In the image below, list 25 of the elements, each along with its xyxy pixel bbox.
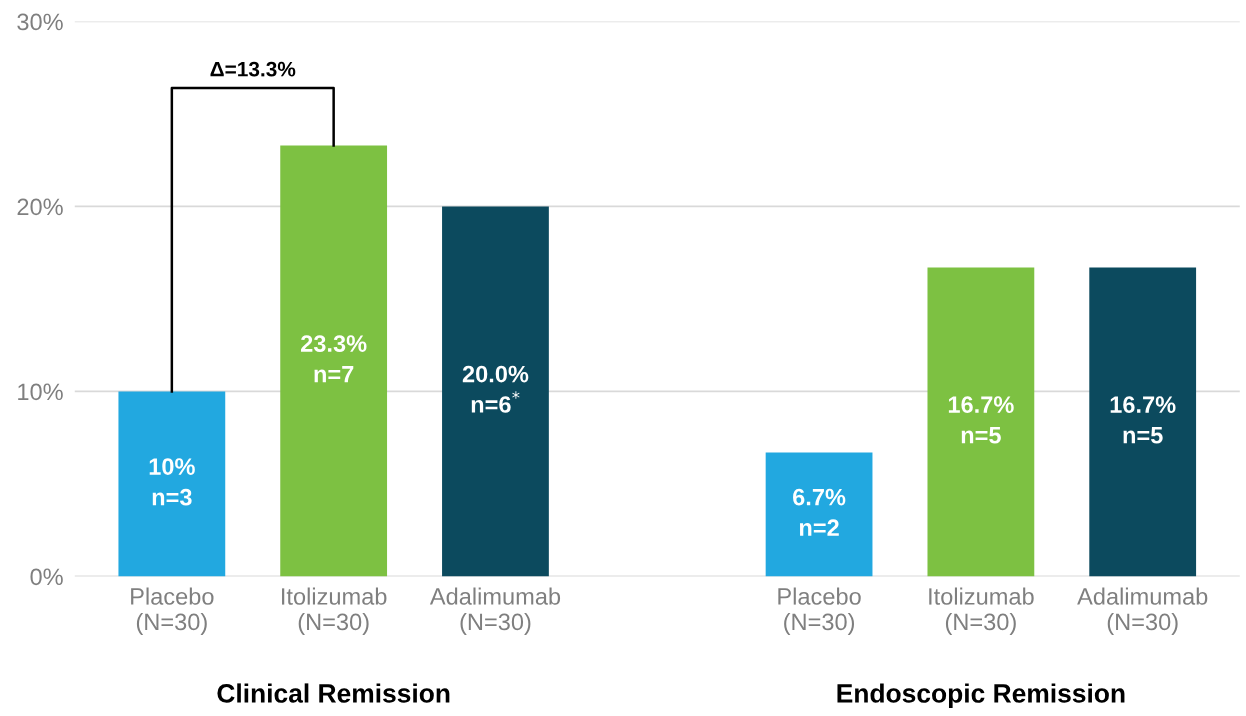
data-label: 16.7% n=5 xyxy=(948,396,1014,444)
bar xyxy=(927,267,1035,577)
x-tick-label: Adalimumab (N=30) xyxy=(429,587,561,635)
data-label: 10% n=3 xyxy=(149,458,195,506)
x-tick-label: Placebo (N=30) xyxy=(778,587,861,635)
data-label: 6.7% n=2 xyxy=(793,488,846,536)
text: Endoscopic Remission xyxy=(837,683,1125,708)
y-tick-label: 30% xyxy=(17,13,63,31)
y-tick-label: 20% xyxy=(17,198,63,216)
x-tick-label: Itolizumab (N=30) xyxy=(929,587,1034,635)
y-tick-label: 0% xyxy=(30,568,63,586)
annotation: Δ=13.3% xyxy=(210,61,296,77)
y-tick-label: 10% xyxy=(18,383,63,401)
bar xyxy=(118,391,226,577)
x-tick-label: Placebo (N=30) xyxy=(131,587,214,635)
bar xyxy=(280,145,388,577)
data-label: 20.0% n=6$^{*}$ xyxy=(462,365,529,413)
x-tick-label: Itolizumab (N=30) xyxy=(282,587,387,635)
bar xyxy=(765,452,873,577)
data-label: 23.3% n=7 xyxy=(301,335,367,383)
bar xyxy=(442,206,549,577)
text: Clinical Remission xyxy=(217,683,450,703)
data-label: 16.7% n=5 xyxy=(1110,396,1176,444)
bar xyxy=(1089,267,1197,577)
x-tick-label: Adalimumab (N=30) xyxy=(1077,587,1208,635)
